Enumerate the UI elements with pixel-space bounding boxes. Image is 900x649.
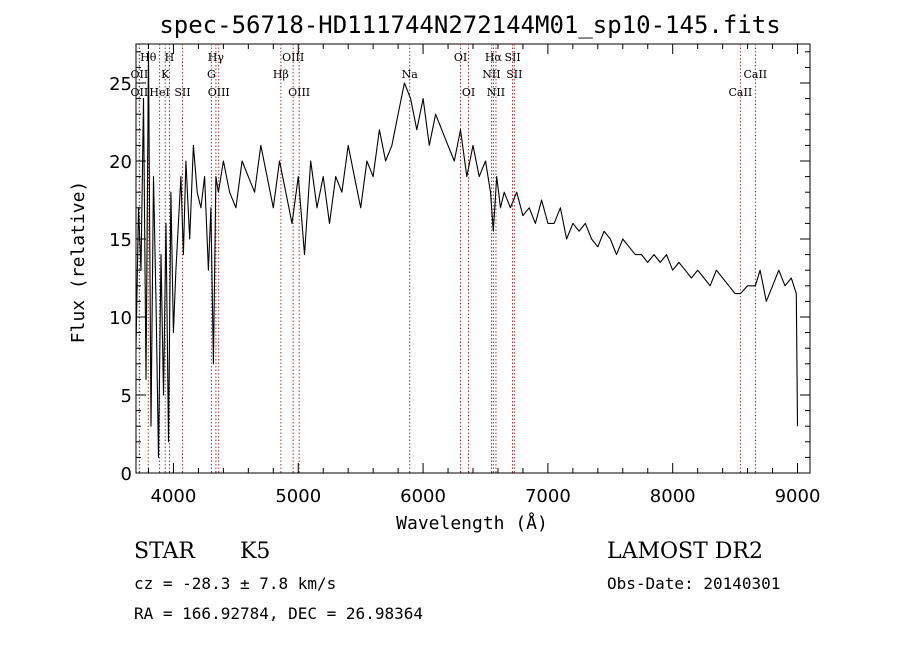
- object-class: STAR: [134, 539, 195, 564]
- line-label-8: G: [207, 68, 216, 81]
- redshift-readout: cz = -28.3 ± 7.8 km/s: [134, 574, 337, 593]
- line-label-12: OIII: [288, 86, 310, 99]
- line-label-21: CaII: [743, 68, 767, 81]
- y-tick-label-5: 25: [109, 74, 132, 95]
- line-label-4: K: [161, 68, 170, 81]
- line-label-13: Na: [402, 68, 419, 81]
- line-label-18: NII: [482, 68, 500, 81]
- x-tick-label-1: 5000: [275, 486, 321, 507]
- line-label-5: H: [165, 51, 175, 64]
- line-label-9: OIII: [208, 86, 230, 99]
- spectrum-line: [135, 51, 799, 458]
- line-label-19: SII: [506, 68, 522, 81]
- line-label-14: OI: [454, 51, 467, 64]
- line-label-16: Hα: [485, 51, 503, 64]
- y-axis-label: Flux (relative): [68, 181, 89, 344]
- obs-date: Obs-Date: 20140301: [607, 574, 781, 593]
- y-tick-label-0: 0: [121, 464, 132, 485]
- line-label-11: Hβ: [273, 68, 289, 81]
- line-label-7: Hγ: [208, 51, 225, 64]
- x-axis-label: Wavelength (Å): [396, 512, 548, 534]
- y-tick-label-4: 20: [109, 152, 132, 173]
- survey-name: LAMOST DR2: [607, 539, 763, 564]
- line-label-6: SII: [174, 86, 190, 99]
- line-label-1: Hθ: [140, 51, 157, 64]
- x-tick-label-5: 9000: [775, 486, 821, 507]
- coordinates: RA = 166.92784, DEC = 26.98364: [134, 604, 423, 623]
- line-label-22: CaII: [729, 86, 753, 99]
- line-label-15: OI: [462, 86, 475, 99]
- line-label-2: OII: [131, 86, 149, 99]
- x-tick-label-4: 8000: [650, 486, 696, 507]
- line-label-17: SII: [504, 51, 520, 64]
- y-tick-label-2: 10: [109, 308, 132, 329]
- plot-frame: [135, 43, 811, 474]
- x-tick-label-3: 7000: [525, 486, 571, 507]
- chart-title: spec-56718-HD111744N272144M01_sp10-145.f…: [159, 11, 780, 39]
- line-label-20: NII: [487, 86, 505, 99]
- line-label-10: OIII: [282, 51, 304, 64]
- line-label-3: HeI: [149, 86, 169, 99]
- x-tick-label-0: 4000: [151, 486, 197, 507]
- y-tick-label-3: 15: [109, 230, 132, 251]
- line-label-0: OII: [131, 68, 149, 81]
- object-subclass: K5: [240, 539, 271, 564]
- y-tick-label-1: 5: [121, 386, 132, 407]
- x-tick-label-2: 6000: [400, 486, 446, 507]
